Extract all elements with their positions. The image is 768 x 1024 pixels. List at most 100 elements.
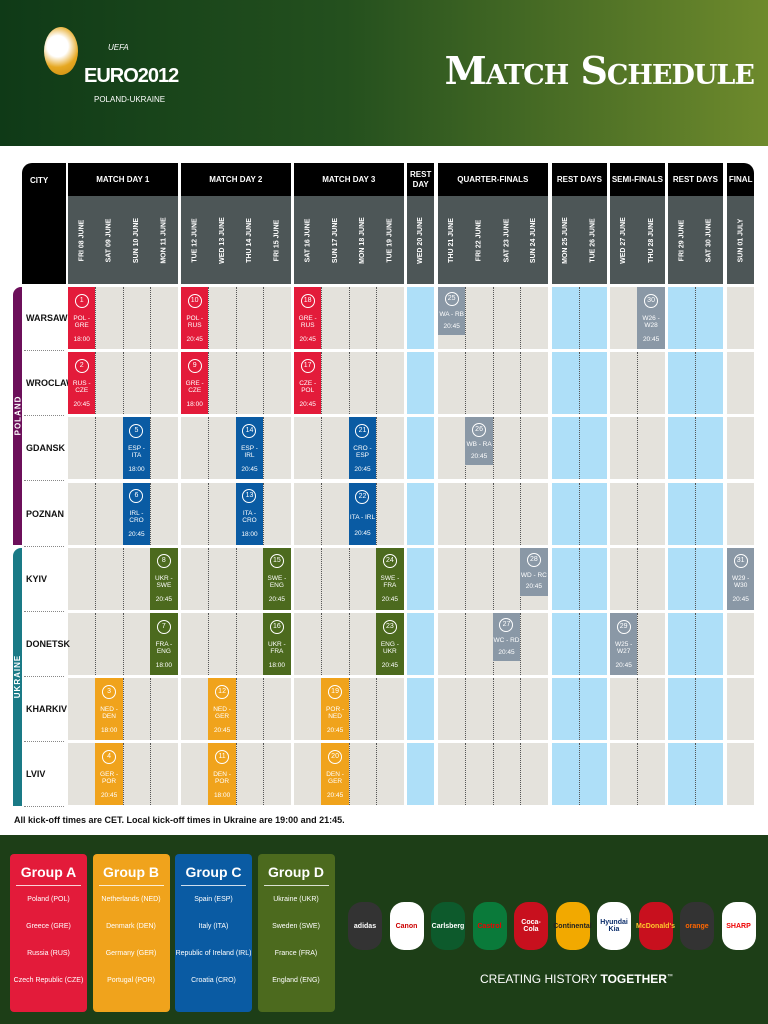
country-label: POLAND [13,396,22,436]
day-divider [637,417,639,480]
match-number: 18 [300,293,315,308]
schedule-cell [407,678,435,741]
match-time: 20:45 [642,335,660,343]
schedule-cell [407,352,435,415]
date-label: SUN 24 JUNE [530,217,538,263]
date-header: TUE 26 JUNE [579,196,607,284]
match-1[interactable]: 1 POL - GRE 18:00 [68,287,96,349]
city-divider [24,741,64,743]
match-26[interactable]: 26 WB - RA 20:45 [465,417,493,466]
match-13[interactable]: 13 ITA - CRO 18:00 [235,482,264,545]
city-divider [24,350,64,351]
group-team: Poland (POL) [27,896,70,903]
match-7[interactable]: 7 FRA - ENG 18:00 [150,613,178,675]
match-31[interactable]: 31 W29 - W30 20:45 [727,547,755,610]
day-divider [321,482,323,545]
day-divider [122,352,124,415]
group-title: Group D [263,864,329,886]
match-9[interactable]: 9 GRE - CZE 18:00 [181,352,209,415]
match-20[interactable]: 20 DEN - GER 20:45 [321,743,349,806]
match-6[interactable]: 6 IRL - CRO 20:45 [122,482,151,545]
group-team: Portugal (POR) [107,977,155,984]
match-time: 18:00 [186,400,203,408]
date-label: SAT 16 JUNE [304,218,312,262]
city-label: POZNAN [26,508,64,519]
day-divider [263,287,265,349]
match-time: 20:45 [354,465,371,473]
date-header: SUN 17 JUNE [321,196,349,284]
date-header: THU 28 JUNE [637,196,665,284]
match-24[interactable]: 24 SWE - FRA 20:45 [376,547,404,610]
match-30[interactable]: 30 W26 - W28 20:45 [637,287,665,349]
kickoff-note: All kick-off times are CET. Local kick-o… [14,815,345,825]
day-divider [637,547,639,610]
block-header: REST DAYS [668,163,723,196]
match-19[interactable]: 19 POR - NED 20:45 [321,678,349,741]
block-header: MATCH DAY 3 [294,163,404,196]
city-label: DONETSK [26,639,71,649]
match-17[interactable]: 17 CZE - POL 20:45 [294,352,322,415]
day-divider [465,613,467,675]
match-22[interactable]: 22 ITA - IRL 20:45 [348,482,377,545]
match-number: 6 [129,489,144,504]
match-4[interactable]: 4 GER - POR 20:45 [95,743,123,806]
schedule-cell [727,743,755,806]
match-number: 16 [269,619,284,634]
match-23[interactable]: 23 ENG - UKR 20:45 [376,613,404,675]
match-15[interactable]: 15 SWE - ENG 20:45 [263,547,291,610]
match-5[interactable]: 5 ESP - ITA 18:00 [122,417,151,480]
schedule-cell [407,613,435,675]
match-teams: ENG - UKR [380,640,399,655]
date-label: WED 13 JUNE [218,216,226,264]
day-divider [208,482,210,545]
match-time: 18:00 [213,791,231,799]
block-header: MATCH DAY 1 [68,163,178,196]
day-divider [348,352,350,415]
day-divider [465,482,467,545]
match-14[interactable]: 14 ESP - IRL 20:45 [235,417,264,480]
group-team: Republic of Ireland (IRL) [175,950,252,957]
day-divider [321,352,323,415]
match-25[interactable]: 25 WA - RB 20:45 [438,287,466,335]
match-time: 20:45 [241,465,258,473]
day-divider [321,547,323,610]
match-number: 21 [355,423,370,438]
match-number: 15 [269,554,284,569]
day-divider [208,417,210,480]
euro2012-logo: UEFA EURO2012 POLAND-UKRAINE [30,25,179,125]
page-title: Match Schedule [444,48,755,93]
group-team: Denmark (DEN) [106,923,156,930]
tagline-tm: ™ [666,974,673,980]
match-11[interactable]: 11 DEN - POR 18:00 [208,743,236,806]
match-teams: ITA - IRL [349,513,376,521]
day-divider [376,743,378,806]
schedule-cell [727,482,755,545]
date-header: SUN 01 JULY [727,196,755,284]
group-card: Group A Poland (POL) Greece (GRE) Russia (R… [10,854,87,1012]
date-header: THU 14 JUNE [235,196,264,284]
match-29[interactable]: 29 W25 - W27 20:45 [610,613,638,675]
schedule-cell [407,417,435,480]
day-divider [579,417,581,480]
match-10[interactable]: 10 POL - RUS 20:45 [181,287,209,349]
match-16[interactable]: 16 UKR - FRA 18:00 [263,613,291,675]
sponsor-logo: Coca-Cola [514,902,548,950]
date-header: SAT 30 JUNE [695,196,723,284]
day-divider [95,417,97,480]
day-divider [637,678,639,741]
match-3[interactable]: 3 NED - DEN 18:00 [95,678,123,741]
match-8[interactable]: 8 UKR - SWE 20:45 [150,547,178,610]
day-divider [465,547,467,610]
match-21[interactable]: 21 CRO - ESP 20:45 [348,417,377,480]
day-divider [637,352,639,415]
match-18[interactable]: 18 GRE - RUS 20:45 [294,287,322,349]
group-team: Croatia (CRO) [191,977,236,984]
match-number: 20 [328,749,343,764]
football-icon [44,27,78,75]
match-2[interactable]: 2 RUS - CZE 20:45 [68,352,96,415]
match-number: 27 [499,618,514,633]
match-27[interactable]: 27 WC - RD 20:45 [492,613,521,661]
match-12[interactable]: 12 NED - GER 20:45 [208,678,236,741]
block-header: FINAL [727,163,755,196]
match-28[interactable]: 28 WD - RC 20:45 [520,547,548,596]
